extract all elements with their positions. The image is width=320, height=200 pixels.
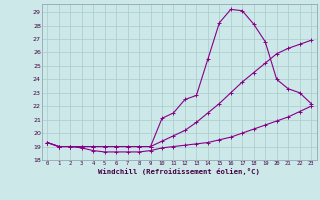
X-axis label: Windchill (Refroidissement éolien,°C): Windchill (Refroidissement éolien,°C) xyxy=(98,168,260,175)
